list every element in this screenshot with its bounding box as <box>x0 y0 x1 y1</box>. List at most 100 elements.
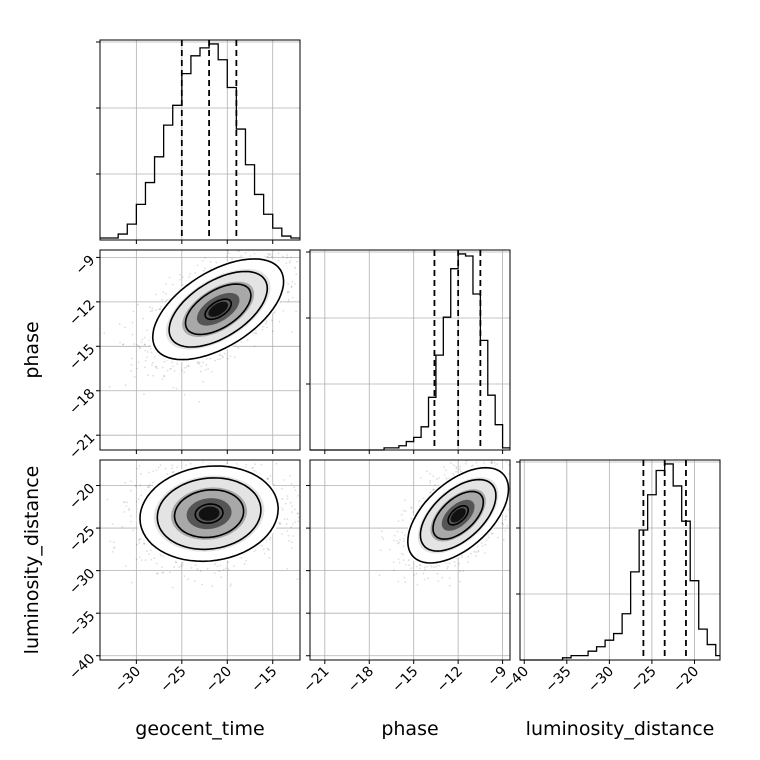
sample-point <box>475 551 477 554</box>
sample-point <box>172 365 175 368</box>
sample-point <box>218 354 221 357</box>
density-contour <box>139 465 280 563</box>
sample-point <box>520 447 522 449</box>
sample-point <box>356 524 358 526</box>
sample-point <box>433 566 435 569</box>
sample-point <box>286 290 289 293</box>
sample-point <box>147 486 150 489</box>
sample-point <box>419 477 422 479</box>
sample-point <box>510 519 512 521</box>
sample-point <box>262 325 265 328</box>
sample-point <box>140 472 142 475</box>
sample-point <box>144 359 147 362</box>
sample-point <box>178 278 181 281</box>
sample-point <box>382 538 385 540</box>
sample-point <box>262 548 265 550</box>
sample-point <box>278 320 281 323</box>
sample-point <box>235 463 238 465</box>
sample-point <box>397 542 399 545</box>
sample-point <box>295 273 298 276</box>
sample-point <box>150 558 153 561</box>
sample-point <box>194 272 197 274</box>
sample-point <box>176 362 179 365</box>
joint-panel-geocent-time-luminosity-distance: −30 −25 −20 −15−40−35−30−25−20 <box>66 444 358 696</box>
sample-point <box>423 568 426 571</box>
hist-panel-luminosity-distance: −40 −35 −30 −25 −20 <box>500 459 721 696</box>
sample-point <box>161 566 163 569</box>
sample-point <box>215 261 218 264</box>
sample-point <box>286 567 289 570</box>
sample-point <box>161 366 164 369</box>
sample-point <box>311 275 313 277</box>
sample-point <box>173 566 176 569</box>
sample-point <box>269 538 271 541</box>
sample-point <box>286 254 288 256</box>
sample-point <box>291 296 294 299</box>
sample-point <box>121 526 124 528</box>
sample-point <box>226 255 229 258</box>
sample-point <box>290 483 293 485</box>
sample-point <box>404 564 407 566</box>
sample-point <box>202 361 205 364</box>
sample-point <box>292 535 294 537</box>
sample-point <box>227 357 229 360</box>
sample-point <box>418 500 421 502</box>
sample-point <box>213 563 216 566</box>
sample-point <box>467 555 470 558</box>
sample-point <box>481 545 484 547</box>
sample-point <box>477 550 479 553</box>
sample-point <box>199 570 202 573</box>
sample-point <box>136 467 139 470</box>
sample-point <box>166 473 169 475</box>
sample-point <box>279 523 282 525</box>
sample-point <box>497 536 499 539</box>
sample-point <box>163 360 166 363</box>
sample-point <box>419 567 421 570</box>
sample-point <box>291 281 294 283</box>
hist-panel-phase <box>306 249 511 454</box>
density-contour <box>156 477 262 551</box>
sample-point <box>183 371 186 373</box>
sample-point <box>130 369 133 372</box>
sample-point <box>381 536 384 539</box>
sample-point <box>185 456 187 458</box>
sample-point <box>278 521 281 524</box>
sample-point <box>246 458 248 460</box>
density-contour <box>194 503 224 524</box>
sample-point <box>217 358 219 361</box>
sample-point <box>130 489 133 492</box>
sample-point <box>441 576 444 579</box>
sample-point <box>227 568 230 571</box>
sample-point <box>455 470 457 473</box>
sample-point <box>165 292 168 295</box>
sample-point <box>459 468 461 471</box>
sample-point <box>296 578 299 581</box>
sample-point <box>253 469 256 472</box>
x-tick-label: −30 <box>112 664 144 696</box>
sample-point <box>265 322 267 325</box>
sample-point <box>491 462 493 464</box>
sample-point <box>435 565 438 568</box>
sample-point <box>156 367 159 370</box>
sample-point <box>487 536 490 539</box>
sample-point <box>197 363 200 365</box>
sample-point <box>263 444 265 446</box>
sample-point <box>436 478 438 481</box>
sample-point <box>277 252 280 255</box>
sample-point <box>124 384 127 387</box>
sample-point <box>204 267 206 270</box>
sample-point <box>306 286 308 288</box>
sample-point <box>418 564 421 566</box>
sample-point <box>240 557 243 559</box>
sample-point <box>202 269 205 272</box>
sample-point <box>504 530 507 532</box>
sample-point <box>188 276 190 278</box>
sample-point <box>502 454 504 456</box>
sample-point <box>112 541 115 544</box>
sample-point <box>490 461 493 464</box>
sample-point <box>285 502 287 505</box>
sample-point <box>144 559 147 561</box>
sample-point <box>281 509 284 511</box>
sample-point <box>483 552 486 554</box>
